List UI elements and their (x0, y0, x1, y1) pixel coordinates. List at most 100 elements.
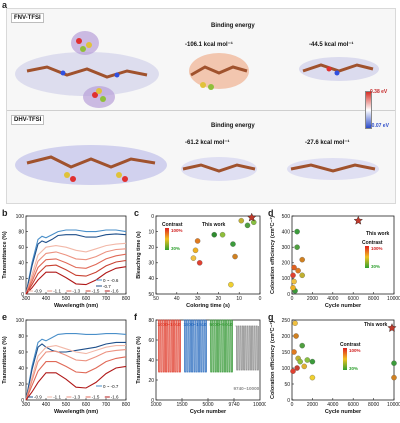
y-tick-label: 100 (282, 276, 291, 282)
series-line--0.7 (25, 233, 127, 295)
data-point (309, 374, 316, 381)
fnv-complex-large (15, 31, 159, 108)
y-axis-label: Transmittance (%) (136, 336, 142, 384)
legend-label: -1.6 (111, 395, 119, 400)
data-point (290, 272, 296, 279)
top-energy-2: -44.5 kcal mol⁻¹ (309, 42, 354, 48)
y-axis-label: Transmittance (%) (2, 336, 8, 384)
dhv-complex-medium (181, 157, 257, 181)
bottom-energy-2: -27.6 kcal mol⁻¹ (305, 140, 350, 146)
data-point (290, 285, 296, 291)
series-line-0 ~ -0.7 (25, 333, 127, 401)
panel-label-e: e (2, 312, 8, 322)
legend-label: -1.1 (53, 289, 61, 294)
y-tick-label: 60 (18, 245, 24, 251)
x-tick-label: 800 (122, 296, 131, 302)
contrast-low-label: 30% (349, 366, 358, 371)
x-tick-label: 40 (174, 296, 180, 302)
series-line--1.3 (25, 253, 127, 295)
panel-a-divider (7, 110, 395, 111)
bottom-energy-1: -61.2 kcal mol⁻¹ (185, 140, 230, 146)
segment-label: 9740~10000 (234, 386, 260, 391)
dhv-complex-small (287, 158, 379, 180)
x-tick-label: 500 (62, 296, 71, 302)
data-point (391, 360, 397, 366)
y-tick-label: 80 (148, 318, 154, 324)
contrast-high-label: 100% (349, 348, 361, 353)
x-tick-label: 300 (22, 402, 31, 408)
y-tick-label: 40 (18, 366, 24, 372)
y-tick-label: 40 (148, 358, 154, 364)
x-axis-label: Wavelength (nm) (54, 409, 98, 415)
x-tick-label: 500 (62, 402, 71, 408)
chart-c-switching-time: 50 40 30 20 10 0 0 10 20 30 40 50 Coloring time (s) B… (136, 212, 262, 309)
y-axis-label: Coloration efficiency (cm²C⁻¹) (269, 216, 276, 294)
contrast-legend-title: Contrast (340, 342, 361, 348)
dhv-complex-large (15, 145, 167, 185)
y-tick-label: 200 (282, 334, 291, 340)
this-work-star (353, 215, 363, 225)
y-tick-label: 250 (282, 318, 291, 324)
x-tick-label: 9740 (228, 402, 239, 408)
panel-label-b: b (2, 208, 8, 218)
data-point (299, 272, 305, 279)
series-line--1.6 (25, 266, 127, 295)
panel-label-a: a (2, 0, 8, 10)
y-tick-label: 20 (18, 382, 24, 388)
data-point (291, 264, 297, 271)
y-tick-label: 30 (148, 261, 154, 267)
cycling-segment (157, 319, 181, 373)
data-point (230, 241, 236, 247)
x-axis-label: Coloring time (s) (186, 303, 230, 309)
y-tick-label: 400 (282, 229, 291, 235)
chart-d-coloration-efficiency: 0 2000 4000 6000 8000 10000 0 100 200 300 400 500 Cy… (269, 214, 400, 309)
contrast-colorbar (343, 348, 347, 370)
panel-label-c: c (134, 208, 140, 218)
x-tick-label: 8000 (368, 402, 379, 408)
contrast-low-label: 30% (171, 246, 180, 251)
panel-label-g: g (268, 312, 274, 322)
data-point (309, 358, 316, 365)
x-tick-label: 6000 (348, 296, 359, 302)
panel-a-binding-energy: FNV-TFSI Binding energy -106.1 kcal mol⁻… (6, 8, 396, 204)
x-tick-label: 400 (42, 402, 51, 408)
plot-frame (25, 215, 127, 295)
x-tick-label: 1000 (150, 402, 161, 408)
y-tick-label: 0 (151, 398, 154, 404)
data-point (293, 333, 299, 339)
x-tick-label: 2000 (307, 296, 318, 302)
y-tick-label: 200 (282, 261, 291, 267)
data-point (190, 255, 197, 261)
x-tick-label: 5000 (202, 402, 213, 408)
series-line--1.5 (25, 259, 127, 295)
y-tick-label: 100 (282, 366, 291, 372)
x-tick-label: 10000 (387, 296, 400, 302)
data-point (304, 357, 311, 363)
legend-label: -1.5 (92, 289, 100, 294)
data-point (295, 267, 301, 274)
data-point (292, 320, 298, 326)
bottom-binding-energy-heading: Binding energy (211, 123, 255, 129)
x-tick-label: 700 (102, 296, 111, 302)
y-tick-label: 500 (282, 214, 291, 220)
x-tick-label: 20 (216, 296, 222, 302)
x-tick-label: 600 (82, 402, 91, 408)
plot-frame (291, 215, 395, 295)
x-axis-label: Cycle number (325, 303, 362, 309)
x-axis-label: Cycle number (325, 409, 362, 415)
y-tick-label: 100 (16, 214, 25, 220)
top-binding-energy-heading: Binding energy (211, 23, 255, 29)
x-tick-label: 600 (82, 296, 91, 302)
x-tick-label: 800 (122, 402, 131, 408)
molecule-renderings (15, 31, 379, 185)
potential-colorbar (365, 91, 372, 129)
series-line--1.5 (25, 356, 127, 401)
x-axis-label: Cycle number (190, 409, 227, 415)
data-point (291, 278, 297, 285)
legend-label: -1.3 (72, 395, 80, 400)
y-tick-label: 20 (148, 378, 154, 384)
data-point (391, 374, 397, 381)
x-tick-label: 10000 (253, 402, 266, 408)
y-axis-label: Coloration efficiency (cm²C⁻¹) (269, 321, 276, 399)
y-tick-label: 80 (18, 334, 24, 340)
